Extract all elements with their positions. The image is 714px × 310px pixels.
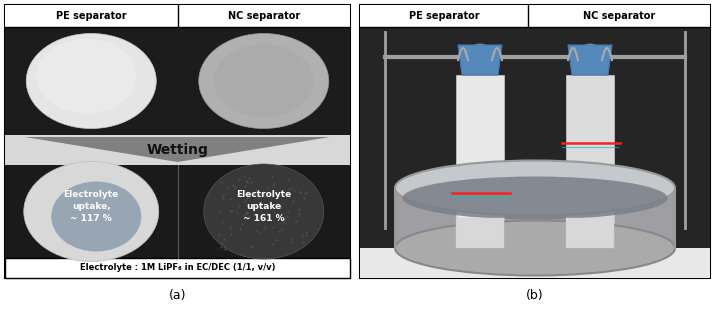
- Ellipse shape: [36, 38, 136, 113]
- Bar: [5, 5, 350, 278]
- Ellipse shape: [395, 220, 675, 276]
- Text: NC separator: NC separator: [583, 11, 655, 21]
- Ellipse shape: [213, 45, 313, 117]
- Bar: [360, 5, 710, 27]
- Bar: [395, 188, 675, 248]
- Bar: [5, 27, 350, 135]
- Text: Electrolyte
uptake
~ 161 %: Electrolyte uptake ~ 161 %: [236, 190, 291, 223]
- Text: NC separator: NC separator: [228, 11, 300, 21]
- Polygon shape: [568, 45, 612, 75]
- Bar: [5, 135, 350, 165]
- Bar: [5, 5, 350, 27]
- Bar: [360, 5, 710, 278]
- Bar: [5, 258, 350, 278]
- Polygon shape: [458, 45, 502, 75]
- Text: Electrolyte
uptake,
~ 117 %: Electrolyte uptake, ~ 117 %: [64, 190, 119, 223]
- Text: (b): (b): [526, 290, 544, 303]
- Text: Wetting: Wetting: [146, 143, 208, 157]
- Ellipse shape: [395, 161, 675, 215]
- Text: PE separator: PE separator: [56, 11, 126, 21]
- Bar: [456, 218, 504, 248]
- Ellipse shape: [24, 162, 159, 262]
- Bar: [360, 248, 710, 278]
- Ellipse shape: [51, 181, 141, 251]
- Bar: [395, 188, 675, 248]
- Bar: [566, 218, 614, 248]
- Polygon shape: [25, 137, 330, 162]
- Text: (a): (a): [169, 290, 186, 303]
- Ellipse shape: [403, 176, 668, 219]
- Bar: [456, 75, 504, 223]
- Bar: [5, 165, 350, 258]
- Ellipse shape: [198, 33, 328, 129]
- Text: Electrolyte : 1M LiPF₆ in EC/DEC (1/1, v/v): Electrolyte : 1M LiPF₆ in EC/DEC (1/1, v…: [80, 264, 276, 272]
- Ellipse shape: [26, 33, 156, 129]
- Text: PE separator: PE separator: [408, 11, 479, 21]
- Bar: [566, 75, 614, 223]
- Bar: [360, 27, 710, 278]
- Ellipse shape: [203, 164, 323, 259]
